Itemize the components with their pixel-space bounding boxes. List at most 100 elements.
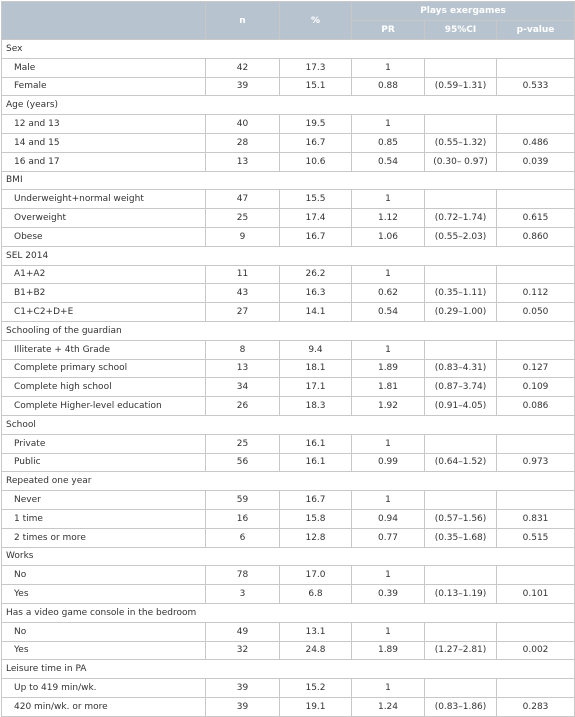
cell: 19.5: [279, 114, 352, 134]
cell: 39: [205, 678, 280, 698]
data-row: 14 and 15 28 16.7 0.85 (0.55–1.32) 0.486: [1, 132, 575, 153]
data-row: Yes 3 6.8 0.39 (0.13–1.19) 0.101: [1, 584, 575, 604]
cell: 0.77: [351, 527, 425, 548]
cell: 1.12: [351, 208, 425, 228]
section-label: SEL 2014: [0, 245, 575, 266]
section-row: Repeated one year: [0, 471, 575, 492]
data-row: Up to 419 min/wk. 39 15.2 1: [1, 678, 575, 698]
cell: [424, 621, 497, 642]
cell: 17.4: [279, 208, 352, 228]
cell: 13.1: [279, 621, 352, 642]
cell: (0.72–1.74): [424, 208, 497, 228]
cell: 1: [351, 264, 425, 285]
cell: 1: [351, 189, 425, 210]
data-row: Obese 9 16.7 1.06 (0.55–2.03) 0.860: [1, 226, 575, 247]
cell: 12.8: [279, 527, 352, 548]
row-label: Complete high school: [1, 377, 206, 398]
row-label: 2 times or more: [1, 527, 206, 548]
cell: 1.06: [351, 226, 425, 247]
cell: 0.94: [351, 508, 425, 529]
cell: 13: [205, 358, 280, 379]
header-blank: [1, 1, 206, 40]
cell: 17.0: [279, 565, 352, 586]
cell: (0.55–1.32): [424, 132, 497, 153]
data-row: Complete primary school 13 18.1 1.89 (0.83–4…: [1, 358, 575, 379]
cell: 6: [205, 527, 280, 548]
cell: 0.860: [495, 226, 575, 247]
cell: [424, 339, 497, 360]
cell: [424, 433, 497, 454]
cell: 42: [205, 57, 280, 78]
row-label: Complete Higher-level education: [1, 396, 206, 416]
cell: (0.29–1.00): [424, 302, 497, 322]
data-row: Never 59 16.7 1: [1, 490, 575, 510]
cell: 0.515: [495, 527, 575, 548]
row-label: 16 and 17: [1, 151, 206, 172]
cell: 0.050: [495, 302, 575, 322]
data-row: Public 56 16.1 0.99 (0.64–1.52) 0.973: [1, 452, 575, 473]
cell: [495, 490, 575, 510]
section-row: Age (years): [0, 95, 575, 116]
cell: 25: [205, 433, 280, 454]
data-row: Complete high school 34 17.1 1.81 (0.87–3.74…: [1, 377, 575, 398]
cell: 0.109: [495, 377, 575, 398]
cell: (0.13–1.19): [424, 584, 497, 604]
cell: 1.89: [351, 358, 425, 379]
cell: 26.2: [279, 264, 352, 285]
cell: 1: [351, 565, 425, 586]
row-label: Up to 419 min/wk.: [1, 678, 206, 698]
cell: [495, 189, 575, 210]
data-row: B1+B2 43 16.3 0.62 (0.35–1.11) 0.112: [1, 283, 575, 304]
cell: 56: [205, 452, 280, 473]
row-label: No: [1, 621, 206, 642]
cell: 6.8: [279, 584, 352, 604]
cell: 0.002: [495, 640, 575, 661]
row-label: Male: [1, 57, 206, 78]
row-label: Private: [1, 433, 206, 454]
data-row: 2 times or more 6 12.8 0.77 (0.35–1.68) 0.515: [1, 527, 575, 548]
header-cell: p-value: [495, 20, 575, 40]
data-row: Complete Higher-level education 26 18.3 1.9…: [1, 396, 575, 416]
cell: [495, 114, 575, 134]
data-row: 1 time 16 15.8 0.94 (0.57–1.56) 0.831: [1, 508, 575, 529]
cell: [495, 339, 575, 360]
cell: 15.1: [279, 76, 352, 97]
section-label: Sex: [0, 39, 575, 59]
cell: 0.54: [351, 302, 425, 322]
cell: 9.4: [279, 339, 352, 360]
row-label: 420 min/wk. or more: [1, 696, 206, 717]
cell: 19.1: [279, 696, 352, 717]
cell: [424, 189, 497, 210]
section-label: Has a video game console in the bedroom: [0, 602, 575, 623]
section-label: Age (years): [0, 95, 575, 116]
cell: 1: [351, 57, 425, 78]
cell: 43: [205, 283, 280, 304]
cell: [495, 57, 575, 78]
data-row: No 49 13.1 1: [1, 621, 575, 642]
header-row: n % Plays exergames: [1, 1, 575, 40]
cell: [424, 114, 497, 134]
cell: (0.64–1.52): [424, 452, 497, 473]
cell: 1: [351, 490, 425, 510]
row-label: No: [1, 565, 206, 586]
row-label: Never: [1, 490, 206, 510]
cell: 16.7: [279, 490, 352, 510]
cell: [495, 565, 575, 586]
cell: 1.24: [351, 696, 425, 717]
cell: 78: [205, 565, 280, 586]
header-cell: %: [279, 1, 352, 40]
header-group: Plays exergames: [350, 1, 575, 21]
cell: [495, 264, 575, 285]
cell: 26: [205, 396, 280, 416]
cell: 15.5: [279, 189, 352, 210]
row-label: C1+C2+D+E: [1, 302, 206, 322]
cell: 0.101: [495, 584, 575, 604]
cell: 17.1: [279, 377, 352, 398]
data-row: Private 25 16.1 1: [1, 433, 575, 454]
header-cell: n: [205, 1, 280, 40]
section-row: Leisure time in PA: [0, 659, 575, 680]
row-label: 1 time: [1, 508, 206, 529]
cell: 0.486: [495, 132, 575, 153]
section-label: Schooling of the guardian: [0, 320, 575, 341]
data-row: Male 42 17.3 1: [1, 57, 575, 78]
